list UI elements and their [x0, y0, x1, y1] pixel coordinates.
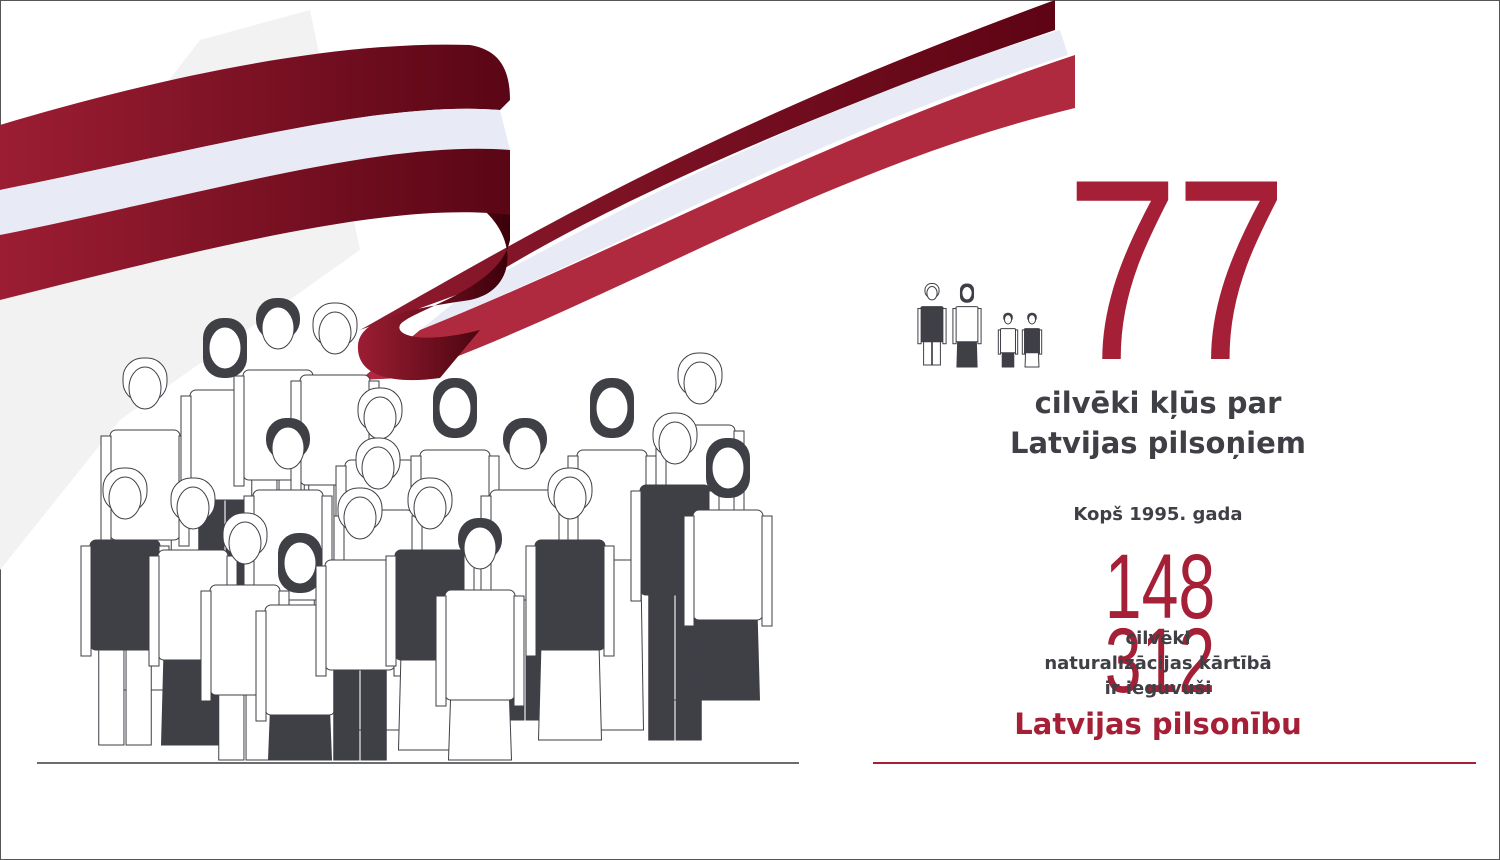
person-figure: [683, 438, 773, 701]
total-emphasis: Latvijas pilsonību: [1014, 707, 1302, 741]
person-figure: [917, 283, 947, 366]
total-line1: cilvēki: [1125, 628, 1191, 649]
baseline-left: [37, 762, 799, 764]
ribbon-left-bottom: [0, 148, 510, 300]
headline-text: cilvēki kļūs par Latvijas pilsoņiem: [1000, 383, 1316, 463]
person-figure: [1021, 312, 1043, 368]
person-figure: [435, 518, 525, 761]
crowd-illustration: [80, 298, 773, 761]
person-figure: [630, 412, 720, 741]
ribbon-right-bottom: [360, 55, 1075, 380]
headline-line2: Latvijas pilsoņiem: [1010, 426, 1306, 460]
headline-line1: cilvēki kļūs par: [1034, 386, 1282, 420]
headline-number: 77: [1066, 125, 1287, 414]
baseline-right: [873, 762, 1476, 764]
ribbon-right-top: [360, 0, 1055, 330]
total-line3: ir ieguvuši: [1104, 678, 1212, 699]
person-figure: [997, 312, 1019, 368]
person-figure: [525, 467, 615, 741]
ribbon-fold: [357, 200, 510, 381]
ribbon-right-white: [420, 30, 1068, 330]
total-line2: naturalizācijas kārtībā: [1044, 653, 1272, 674]
person-figure: [952, 283, 982, 368]
total-number: 148 312: [1104, 536, 1216, 712]
family-icon: [917, 283, 1043, 368]
person-figure: [255, 533, 345, 761]
ribbon-left-white: [0, 108, 510, 235]
since-label: Kopš 1995. gada: [1073, 504, 1243, 525]
ribbon-left-top: [0, 44, 510, 190]
